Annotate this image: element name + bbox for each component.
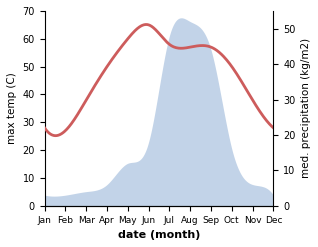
Y-axis label: med. precipitation (kg/m2): med. precipitation (kg/m2) (301, 38, 311, 178)
Y-axis label: max temp (C): max temp (C) (7, 72, 17, 144)
X-axis label: date (month): date (month) (118, 230, 200, 240)
